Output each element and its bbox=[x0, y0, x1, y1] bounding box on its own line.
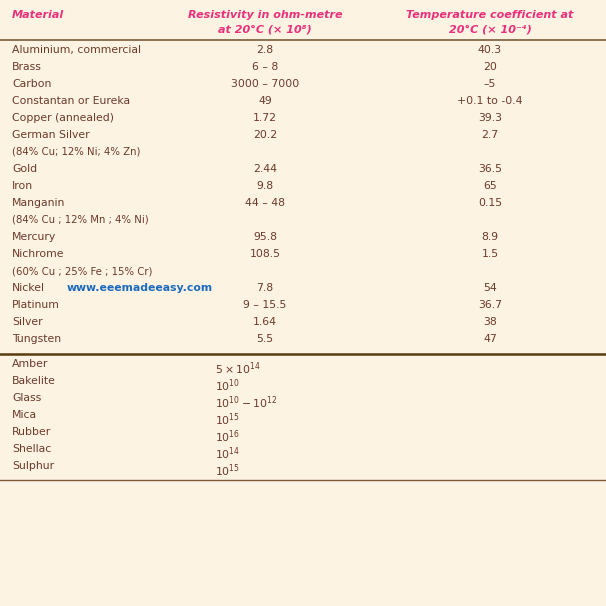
Text: +0.1 to -0.4: +0.1 to -0.4 bbox=[458, 96, 523, 106]
Text: (60% Cu ; 25% Fe ; 15% Cr): (60% Cu ; 25% Fe ; 15% Cr) bbox=[12, 266, 153, 276]
Text: 1.5: 1.5 bbox=[481, 249, 499, 259]
Text: Resistivity in ohm-metre: Resistivity in ohm-metre bbox=[188, 10, 342, 20]
Text: 40.3: 40.3 bbox=[478, 45, 502, 55]
Text: at 20°C (× 10⁸): at 20°C (× 10⁸) bbox=[218, 24, 312, 34]
Text: 20°C (× 10⁻⁴): 20°C (× 10⁻⁴) bbox=[448, 24, 531, 34]
Text: Rubber: Rubber bbox=[12, 427, 52, 437]
Text: 36.5: 36.5 bbox=[478, 164, 502, 174]
Text: 1.72: 1.72 bbox=[253, 113, 277, 123]
Text: Iron: Iron bbox=[12, 181, 33, 191]
Text: 39.3: 39.3 bbox=[478, 113, 502, 123]
Text: 108.5: 108.5 bbox=[250, 249, 281, 259]
Text: Manganin: Manganin bbox=[12, 198, 65, 208]
Text: Platinum: Platinum bbox=[12, 300, 60, 310]
Text: Mercury: Mercury bbox=[12, 232, 56, 242]
Text: $10^{15}$: $10^{15}$ bbox=[215, 411, 240, 428]
Text: Carbon: Carbon bbox=[12, 79, 52, 89]
Text: 2.44: 2.44 bbox=[253, 164, 277, 174]
Text: $10^{10} - 10^{12}$: $10^{10} - 10^{12}$ bbox=[215, 394, 277, 411]
Text: 3000 – 7000: 3000 – 7000 bbox=[231, 79, 299, 89]
Text: Nickel: Nickel bbox=[12, 283, 45, 293]
Text: German Silver: German Silver bbox=[12, 130, 90, 140]
Text: 65: 65 bbox=[483, 181, 497, 191]
Text: Copper (annealed): Copper (annealed) bbox=[12, 113, 114, 123]
Text: Mica: Mica bbox=[12, 410, 37, 420]
Text: 2.8: 2.8 bbox=[256, 45, 273, 55]
Text: Glass: Glass bbox=[12, 393, 41, 403]
Text: www.eeemadeeasy.com: www.eeemadeeasy.com bbox=[67, 283, 213, 293]
Text: Material: Material bbox=[12, 10, 64, 20]
Text: Nichrome: Nichrome bbox=[12, 249, 64, 259]
Text: Aluminium, commercial: Aluminium, commercial bbox=[12, 45, 141, 55]
Text: $10^{10}$: $10^{10}$ bbox=[215, 377, 240, 394]
Text: (84% Cu ; 12% Mn ; 4% Ni): (84% Cu ; 12% Mn ; 4% Ni) bbox=[12, 215, 148, 225]
Text: –5: –5 bbox=[484, 79, 496, 89]
Text: Amber: Amber bbox=[12, 359, 48, 369]
Text: 9 – 15.5: 9 – 15.5 bbox=[244, 300, 287, 310]
Text: 38: 38 bbox=[483, 317, 497, 327]
Text: $10^{14}$: $10^{14}$ bbox=[215, 445, 240, 462]
Text: Shellac: Shellac bbox=[12, 444, 52, 454]
Text: 20: 20 bbox=[483, 62, 497, 72]
Text: 36.7: 36.7 bbox=[478, 300, 502, 310]
Text: 20.2: 20.2 bbox=[253, 130, 277, 140]
Text: 44 – 48: 44 – 48 bbox=[245, 198, 285, 208]
Text: Sulphur: Sulphur bbox=[12, 461, 54, 471]
Text: $10^{15}$: $10^{15}$ bbox=[215, 462, 240, 479]
Text: 1.64: 1.64 bbox=[253, 317, 277, 327]
Text: $10^{16}$: $10^{16}$ bbox=[215, 428, 240, 445]
Text: 7.8: 7.8 bbox=[256, 283, 273, 293]
Text: (84% Cu; 12% Ni; 4% Zn): (84% Cu; 12% Ni; 4% Zn) bbox=[12, 147, 141, 157]
Text: 47: 47 bbox=[483, 334, 497, 344]
Text: Bakelite: Bakelite bbox=[12, 376, 56, 386]
Text: 5.5: 5.5 bbox=[256, 334, 273, 344]
Text: 2.7: 2.7 bbox=[481, 130, 499, 140]
Text: $5 \times 10^{14}$: $5 \times 10^{14}$ bbox=[215, 360, 261, 376]
Text: 6 – 8: 6 – 8 bbox=[252, 62, 278, 72]
Text: 49: 49 bbox=[258, 96, 272, 106]
Text: Temperature coefficient at: Temperature coefficient at bbox=[406, 10, 574, 20]
Text: 54: 54 bbox=[483, 283, 497, 293]
Text: Brass: Brass bbox=[12, 62, 42, 72]
Text: 9.8: 9.8 bbox=[256, 181, 273, 191]
Text: Tungsten: Tungsten bbox=[12, 334, 61, 344]
Text: 0.15: 0.15 bbox=[478, 198, 502, 208]
Text: 95.8: 95.8 bbox=[253, 232, 277, 242]
Text: 8.9: 8.9 bbox=[481, 232, 499, 242]
Text: Silver: Silver bbox=[12, 317, 42, 327]
Text: Gold: Gold bbox=[12, 164, 37, 174]
Text: Constantan or Eureka: Constantan or Eureka bbox=[12, 96, 130, 106]
